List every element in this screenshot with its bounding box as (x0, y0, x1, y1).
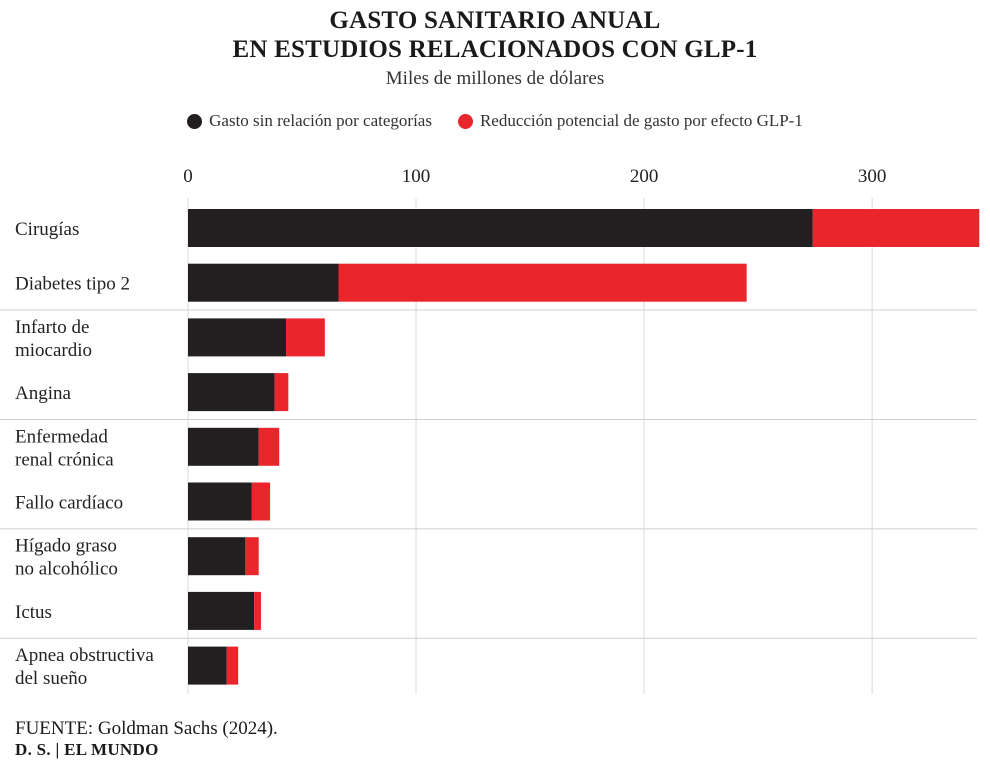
bar-base-1 (188, 263, 339, 302)
legend-swatch-base (187, 113, 203, 129)
legend: Gasto sin relación por categorías Reducc… (0, 111, 990, 131)
category-label-line: Angina (15, 383, 72, 404)
bar-reduction-1 (338, 263, 747, 302)
x-tick-label-300: 300 (858, 166, 887, 187)
category-label-4: Enfermedad renal crónica (15, 426, 114, 470)
category-label-line: Hígado graso (15, 536, 117, 557)
chart-title-line-1: GASTO SANITARIO ANUAL (329, 7, 661, 34)
category-label-line: Fallo cardíaco (15, 493, 123, 514)
bar-reduction-7 (254, 591, 261, 630)
category-label-3: Angina (15, 383, 72, 404)
bar-base-3 (188, 373, 275, 412)
category-label-line: Ictus (15, 602, 52, 623)
bar-base-5 (188, 482, 252, 521)
category-label-line: renal crónica (15, 449, 114, 470)
legend-label-base: Gasto sin relación por categorías (209, 111, 432, 130)
legend-item-base: Gasto sin relación por categorías (187, 111, 432, 131)
source-text: Goldman Sachs (2024). (93, 718, 278, 739)
legend-item-reduction: Reducción potencial de gasto por efecto … (457, 111, 803, 131)
legend-swatch-reduction (457, 113, 473, 129)
category-label-0: Cirugías (15, 219, 79, 240)
bar-reduction-8 (226, 646, 239, 685)
legend-label-reduction: Reducción potencial de gasto por efecto … (479, 111, 803, 130)
category-label-line: no alcohólico (15, 559, 118, 580)
chart-title-line-2: EN ESTUDIOS RELACIONADOS CON GLP-1 (232, 36, 758, 63)
bar-reduction-3 (274, 373, 289, 412)
category-label-line: Enfermedad (15, 426, 108, 447)
category-label-5: Fallo cardíaco (15, 493, 123, 514)
bar-base-2 (188, 318, 287, 357)
x-tick-label-200: 200 (630, 166, 659, 187)
bar-reduction-4 (258, 427, 280, 466)
x-tick-label-0: 0 (183, 166, 193, 187)
bar-reduction-0 (812, 209, 980, 247)
source-label: FUENTE: (15, 718, 94, 739)
category-label-2: Infarto de miocardio (15, 317, 92, 361)
bar-reduction-6 (245, 537, 259, 576)
bar-base-4 (188, 427, 259, 466)
category-label-1: Diabetes tipo 2 (15, 274, 130, 295)
category-label-line: del sueño (15, 668, 87, 689)
bar-chart: 0 100 200 300 Cirugías Diabetes tipo 2 Infarto… (0, 166, 980, 694)
bar-base-0 (188, 209, 813, 247)
bar-base-7 (188, 591, 255, 630)
credit: D. S. | EL MUNDO (15, 740, 159, 759)
bar-base-8 (188, 646, 227, 685)
chart-title: GASTO SANITARIO ANUAL EN ESTUDIOS RELACI… (0, 6, 990, 64)
category-label-line: miocardio (15, 340, 92, 361)
category-label-line: Infarto de (15, 317, 89, 338)
category-label-6: Hígado graso no alcohólico (15, 536, 118, 580)
source-note: FUENTE: Goldman Sachs (2024). (15, 718, 278, 740)
category-label-line: Cirugías (15, 219, 79, 240)
bar-reduction-5 (251, 482, 271, 521)
x-tick-label-100: 100 (402, 166, 431, 187)
bar-reduction-2 (286, 318, 325, 357)
bar-base-6 (188, 537, 246, 576)
category-label-line: Apnea obstructiva (15, 645, 154, 666)
category-label-7: Ictus (15, 602, 52, 623)
chart-subtitle: Miles de millones de dólares (385, 68, 605, 89)
category-label-8: Apnea obstructiva del sueño (15, 645, 154, 689)
category-label-line: Diabetes tipo 2 (15, 274, 130, 295)
